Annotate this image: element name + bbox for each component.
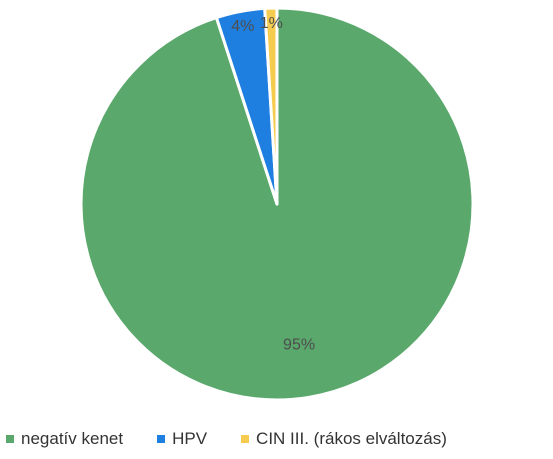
legend-swatch-negativ-kenet <box>6 435 14 443</box>
legend-label-cin-iii: CIN III. (rákos elváltozás) <box>256 429 447 448</box>
pie-data-labels: 95% 4% 1% <box>231 15 315 354</box>
data-label-cin-iii: 1% <box>260 15 283 32</box>
legend-item-hpv: HPV <box>157 429 207 449</box>
data-label-negativ-kenet: 95% <box>283 336 315 353</box>
legend-label-negativ-kenet: negatív kenet <box>21 429 124 448</box>
legend-item-negativ-kenet: negatív kenet <box>6 429 123 449</box>
pie-slices <box>79 6 475 402</box>
legend: negatív kenet HPV CIN III. (rákos elvált… <box>6 426 551 452</box>
legend-item-cin-iii: CIN III. (rákos elváltozás) <box>241 429 447 449</box>
legend-label-hpv: HPV <box>172 429 208 448</box>
legend-swatch-cin-iii <box>241 435 250 443</box>
data-label-hpv: 4% <box>231 18 254 35</box>
pie-slice-cin-iii <box>263 6 279 206</box>
legend-swatch-hpv <box>157 435 166 443</box>
